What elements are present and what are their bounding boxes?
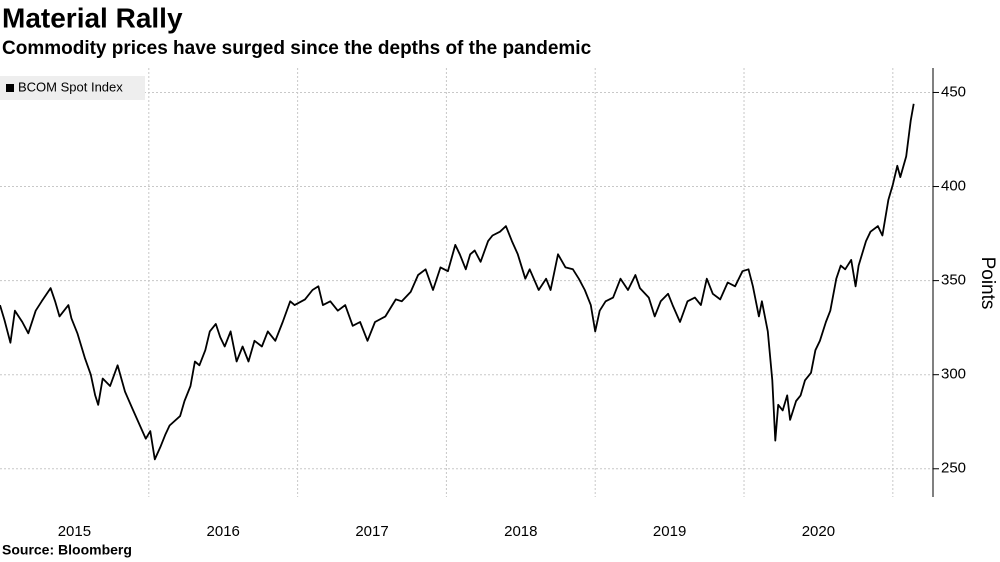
source: Source: Bloomberg [2,542,132,558]
line-series [0,103,915,461]
y-axis-label: Points [977,257,998,310]
chart-subtitle: Commodity prices have surged since the d… [2,38,592,59]
x-tick-label: 2019 [653,523,686,540]
x-tick-label: 2015 [58,523,91,540]
x-tick-label: 2017 [355,523,388,540]
x-tick-label: 2016 [207,523,240,540]
legend-swatch [6,84,14,92]
legend-label: BCOM Spot Index [18,79,123,94]
y-tick-label: 300 [941,366,966,383]
y-tick-label: 450 [941,83,966,100]
y-tick-label: 350 [941,272,966,289]
chart-title: Material Rally [2,2,183,33]
x-tick-label: 2018 [504,523,537,540]
y-tick-label: 250 [941,460,966,477]
y-tick-label: 400 [941,178,966,195]
legend-box [0,76,145,100]
x-tick-label: 2020 [802,523,835,540]
